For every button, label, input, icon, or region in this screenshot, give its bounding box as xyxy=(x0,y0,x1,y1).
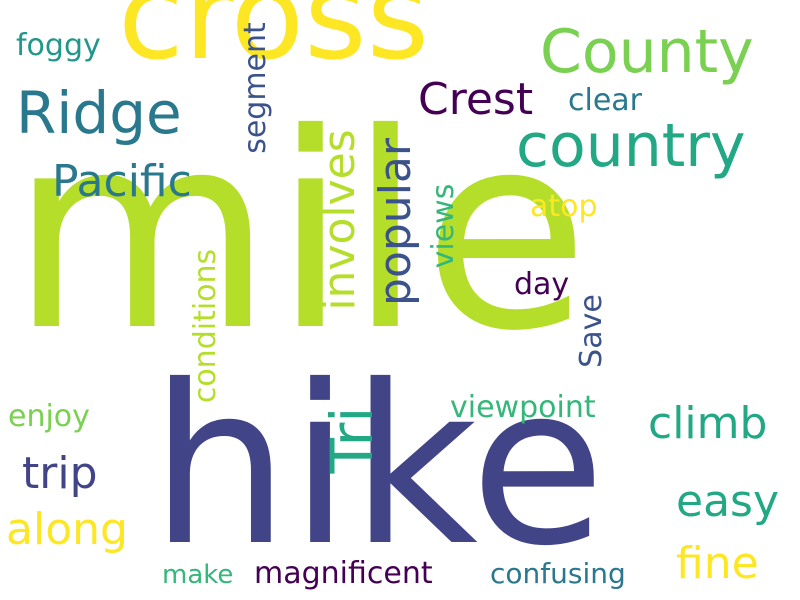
word-day: day xyxy=(514,267,570,302)
word-foggy: foggy xyxy=(16,28,101,63)
word-trip: trip xyxy=(22,448,98,499)
word-hike: hike xyxy=(150,338,606,594)
word-county: County xyxy=(540,17,754,87)
word-clear: clear xyxy=(568,83,643,118)
word-fine: fine xyxy=(676,538,759,589)
word-involves: involves xyxy=(314,129,365,311)
word-along: along xyxy=(6,504,128,555)
word-climb: climb xyxy=(648,398,768,449)
word-atop: atop xyxy=(530,189,598,224)
word-pacific: Pacific xyxy=(52,156,192,207)
word-easy: easy xyxy=(676,476,779,527)
word-mile: mile xyxy=(10,75,590,390)
word-views: views xyxy=(426,183,461,269)
word-ridge: Ridge xyxy=(16,79,182,147)
word-segment: segment xyxy=(238,22,273,154)
word-enjoy: enjoy xyxy=(8,399,90,434)
word-crest: Crest xyxy=(418,74,534,125)
word-save: Save xyxy=(574,294,609,368)
word-magnificent: magnificent xyxy=(254,556,433,591)
word-tri: Tri xyxy=(318,406,386,474)
word-cross: cross xyxy=(118,0,430,87)
word-viewpoint: viewpoint xyxy=(450,390,596,425)
word-confusing: confusing xyxy=(490,557,626,590)
word-conditions: conditions xyxy=(188,248,223,404)
word-country: country xyxy=(516,111,746,181)
word-make: make xyxy=(162,560,234,590)
word-popular: popular xyxy=(370,138,421,306)
